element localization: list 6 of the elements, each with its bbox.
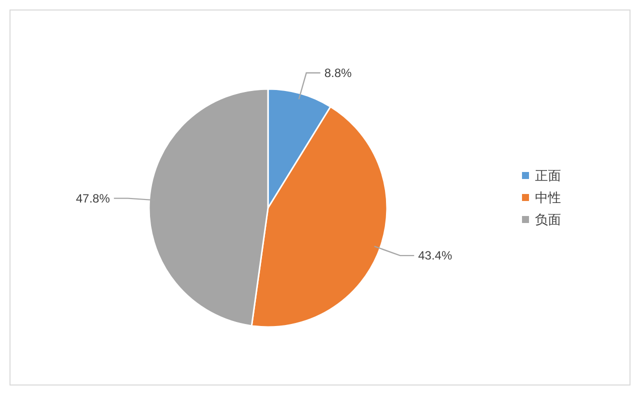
legend-label: 负面 bbox=[535, 212, 561, 227]
data-label: 43.4% bbox=[418, 248, 452, 263]
data-label: 47.8% bbox=[76, 191, 110, 206]
legend-label: 正面 bbox=[535, 168, 561, 183]
data-label: 8.8% bbox=[324, 66, 352, 80]
legend-label: 中性 bbox=[535, 190, 561, 205]
